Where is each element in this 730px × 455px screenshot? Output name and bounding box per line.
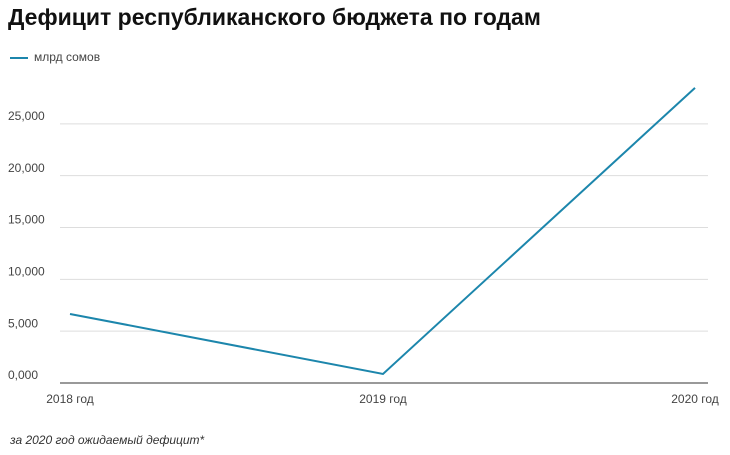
y-tick-label: 20,000 [8,161,45,175]
data-line [69,87,696,376]
y-tick-label: 10,000 [8,265,45,279]
x-tick-label: 2019 год [359,392,407,406]
y-tick-label: 0,000 [8,368,38,382]
x-tick-label: 2018 год [46,392,94,406]
footnote: за 2020 год ожидаемый дефицит* [9,433,205,447]
y-tick-label: 5,000 [8,316,38,330]
legend-label: млрд сомов [34,50,100,64]
chart-title: Дефицит республиканского бюджета по года… [8,4,541,30]
x-tick-label: 2020 год [671,392,719,406]
y-tick-label: 15,000 [8,213,45,227]
y-tick-label: 25,000 [8,109,45,123]
